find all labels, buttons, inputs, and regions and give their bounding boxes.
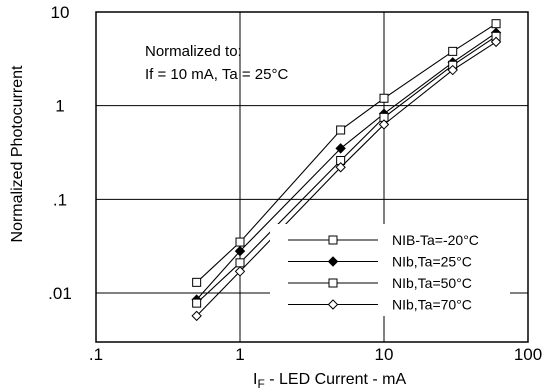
legend: NIB-Ta=-20°C NIb,Ta=25°C NIb,Ta=50°C NIb,Ta… [270,224,510,316]
data-point [491,19,501,29]
data-point [335,162,346,173]
data-point [235,237,245,247]
x-tick-label: 1 [235,345,244,364]
data-point [490,36,502,48]
data-point [234,266,246,277]
y-axis-title: Normalized Photocurrent [9,65,26,243]
x-axis-title-rest: - LED Current - mA [265,371,407,388]
y-tick-label: .01 [48,284,72,303]
legend-item: NIB-Ta=-20°C [288,232,479,248]
series-line [196,23,497,283]
y-tick-label: 10 [51,3,70,22]
x-tick-label: 10 [375,345,394,364]
data-point [336,125,346,135]
series-1 [192,19,501,287]
x-axis-title-main: I [253,371,257,388]
data-point [447,64,458,76]
x-axis-title-subscript: F [257,377,264,389]
legend-label: NIB-Ta=-20°C [392,232,479,248]
series-line [196,32,497,300]
legend-marker [328,235,338,245]
annotation-line-2: If = 10 mA, Ta = 25°C [145,66,288,83]
data-point [234,245,246,257]
y-tick-label: .1 [53,190,67,209]
series-line [196,41,497,317]
legend-item: NIb,Ta=50°C [288,275,472,291]
legend-label: NIb,Ta=70°C [392,297,472,313]
series-4 [191,36,502,322]
x-tick-label: 100 [514,345,542,364]
data-point [378,119,390,130]
data-point [379,93,389,103]
series-line [196,35,497,304]
y-tick-label: 1 [55,97,64,116]
legend-background [270,224,510,316]
data-point [192,298,202,308]
data-point [192,277,202,287]
data-point [191,310,202,322]
data-point [335,143,346,154]
legend-marker [327,299,339,310]
legend-item: NIb,Ta=25°C [288,254,472,270]
legend-marker [328,278,338,288]
legend-item: NIb,Ta=70°C [288,297,472,313]
legend-label: NIb,Ta=25°C [392,254,472,270]
annotation-line-1: Normalized to: [145,43,242,60]
series [191,19,502,322]
x-axis-title: IF - LED Current - mA [253,371,406,389]
data-point [235,258,245,268]
legend-label: NIb,Ta=50°C [392,275,472,291]
legend-marker [327,256,339,267]
plot-frame [95,11,529,343]
x-tick-label: .1 [89,345,103,364]
data-point [448,46,458,56]
tick-labels: .1 1 10 100 10 1 .1 .01 [48,3,542,364]
